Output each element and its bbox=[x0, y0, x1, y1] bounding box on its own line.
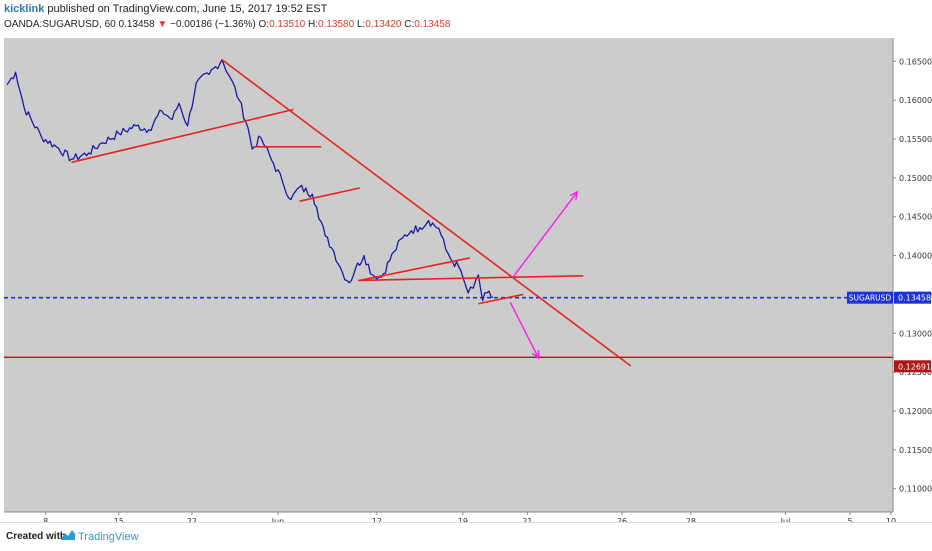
y-tick-label: 0.14500 bbox=[899, 213, 932, 222]
y-tick-label: 0.16000 bbox=[899, 96, 932, 105]
trend-drawings[interactable] bbox=[71, 59, 632, 367]
last-price: 0.13458 bbox=[118, 19, 155, 30]
last-price-tag bbox=[894, 291, 931, 304]
price-series bbox=[6, 59, 494, 302]
symbol-tag-label: SUGARUSD bbox=[849, 294, 892, 303]
publish-info: kicklink published on TradingView.com, J… bbox=[4, 3, 327, 15]
x-tick-label: 10 bbox=[886, 517, 896, 522]
symbol-tag bbox=[847, 291, 893, 304]
y-tick-label: 0.16500 bbox=[899, 57, 932, 66]
plot-background bbox=[4, 38, 893, 512]
main-downtrend-line bbox=[221, 59, 632, 367]
price-tags: SUGARUSD 0.13458 0.12691 bbox=[847, 291, 931, 373]
bearish-projection-arrow bbox=[509, 301, 540, 359]
x-tick-label: 26 bbox=[617, 517, 627, 522]
symbol-label: OANDA:SUGARUSD, 60 bbox=[4, 19, 116, 30]
publish-text: published on TradingView.com, June 15, 2… bbox=[44, 3, 328, 15]
author-link[interactable]: kicklink bbox=[4, 3, 45, 15]
x-tick-label: Jun bbox=[271, 517, 285, 522]
tradingview-logo-icon bbox=[61, 530, 75, 540]
small-channel-2 bbox=[359, 257, 470, 282]
x-tick-label: 8 bbox=[43, 517, 48, 522]
x-tick-label: 19 bbox=[458, 517, 468, 522]
y-tick-label: 0.15000 bbox=[899, 174, 932, 183]
level-tag-label: 0.12691 bbox=[898, 362, 931, 371]
high-label: H: bbox=[308, 19, 319, 30]
tradingview-brand[interactable]: TradingView bbox=[78, 531, 139, 543]
level-lines bbox=[4, 296, 893, 358]
y-tick-label: 0.12500 bbox=[899, 368, 932, 377]
y-tick-label: 0.14000 bbox=[899, 252, 932, 261]
open-label: O: bbox=[258, 19, 270, 30]
x-tick-label: Jul bbox=[780, 517, 791, 522]
chart-header: kicklink published on TradingView.com, J… bbox=[0, 0, 932, 34]
ohlc-legend: OANDA:SUGARUSD, 60 0.13458 ▼ −0.00186 (−… bbox=[4, 19, 450, 30]
horizontal-breakout-line bbox=[357, 274, 584, 282]
x-tick-label: 12 bbox=[372, 517, 382, 522]
x-axis-ticks: 8 15 22 Jun 12 19 21 26 28 Jul 5 10 bbox=[43, 512, 896, 526]
price-line bbox=[6, 59, 494, 302]
x-tick-label: 5 bbox=[847, 517, 852, 522]
last-price-tag-label: 0.13458 bbox=[898, 294, 931, 303]
price-chart[interactable]: 0.16500 0.16000 0.15500 0.15000 0.14500 0.140… bbox=[0, 34, 932, 526]
y-tick-label: 0.13000 bbox=[899, 329, 932, 338]
bullish-projection-arrow-head bbox=[569, 190, 579, 200]
chart-area[interactable]: 0.16500 0.16000 0.15500 0.15000 0.14500 0.140… bbox=[0, 34, 932, 526]
low-label: L: bbox=[356, 19, 366, 30]
y-tick-label: 0.12000 bbox=[899, 407, 932, 416]
low-value: 0.13420 bbox=[365, 19, 402, 30]
x-tick-label: 21 bbox=[522, 517, 532, 522]
bearish-projection-arrow-head bbox=[531, 350, 540, 360]
y-tick-label: 0.11000 bbox=[899, 485, 932, 494]
upper-support-line bbox=[71, 108, 294, 164]
y-tick-label: 0.11500 bbox=[899, 446, 932, 455]
down-arrow-icon: ▼ bbox=[157, 19, 168, 30]
price-axis[interactable] bbox=[893, 38, 932, 512]
small-channel-3 bbox=[478, 293, 524, 305]
open-value: 0.13510 bbox=[269, 19, 306, 30]
y-tick-label: 0.15500 bbox=[899, 135, 932, 144]
close-value: 0.13458 bbox=[414, 19, 451, 30]
x-tick-label: 15 bbox=[114, 517, 124, 522]
small-channel-1 bbox=[299, 187, 360, 202]
high-value: 0.13580 bbox=[318, 19, 355, 30]
x-tick-label: 22 bbox=[187, 517, 197, 522]
close-label: C: bbox=[404, 19, 415, 30]
created-with-label: Created with bbox=[6, 531, 67, 542]
footer: Created with TradingView bbox=[0, 522, 932, 551]
level-tag bbox=[894, 360, 931, 373]
price-change: −0.00186 (−1.36%) bbox=[170, 19, 256, 30]
x-tick-label: 28 bbox=[686, 517, 696, 522]
bullish-projection-arrow bbox=[512, 191, 578, 278]
